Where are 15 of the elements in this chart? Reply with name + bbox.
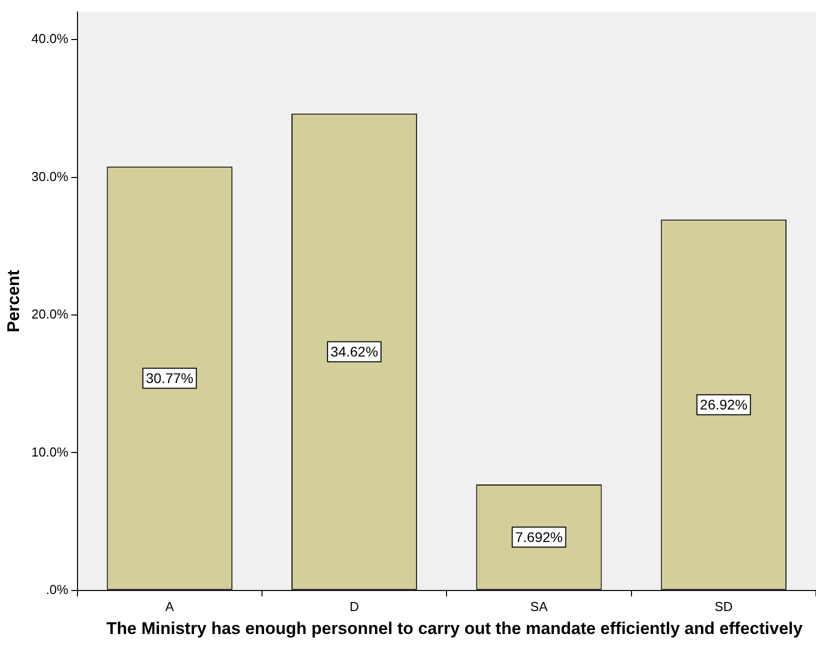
data-label: 30.77% [146,370,194,386]
x-tick-label: SA [530,598,548,614]
data-label: 26.92% [700,396,748,413]
y-tick-label: 40.0% [31,31,69,46]
x-tick-label: SD [714,598,733,614]
x-tick-label: D [350,598,359,614]
y-tick-label: .0% [46,582,69,597]
y-tick-label: 30.0% [31,168,69,184]
y-tick-label: 20.0% [31,306,69,322]
data-label: 34.62% [330,344,378,360]
data-label: 7.692% [515,529,563,546]
y-axis-title: Percent [4,270,23,332]
x-axis-title: The Ministry has enough personnel to carry out the mandate efficiently and effectively [105,619,804,638]
y-tick-label: 10.0% [31,444,69,460]
x-tick-label: A [165,598,174,614]
